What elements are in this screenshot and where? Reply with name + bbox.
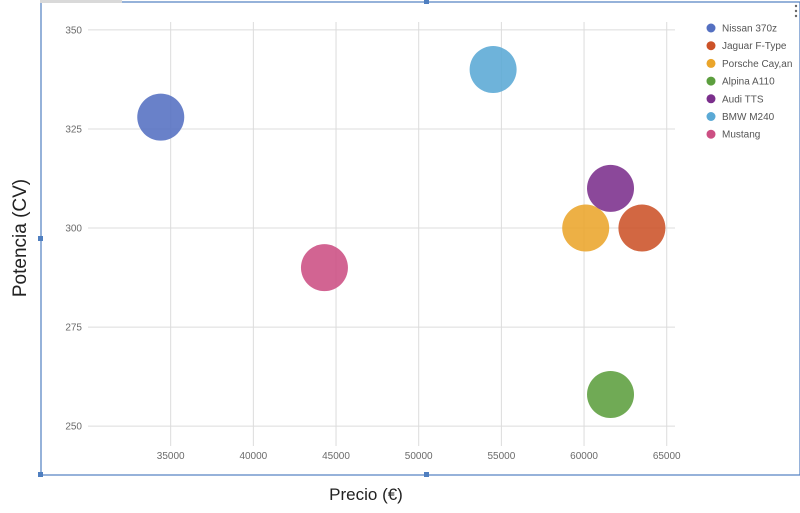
resize-handle-left[interactable]	[38, 236, 43, 241]
more-options-icon[interactable]	[794, 4, 798, 18]
x-tick-label: 65000	[653, 451, 681, 462]
legend-entry[interactable]: Alpina A110	[722, 77, 775, 88]
legend-swatch	[706, 94, 716, 104]
x-tick-label: 45000	[322, 451, 350, 462]
bubble-point[interactable]	[137, 93, 185, 141]
x-tick-label: 40000	[239, 451, 267, 462]
x-tick-label: 35000	[157, 451, 185, 462]
tick-labels: 35000 40000 45000 50000 55000 60000 65000 250 27…	[65, 25, 681, 462]
y-tick-label: 275	[65, 323, 82, 334]
y-tick-label: 300	[65, 224, 82, 235]
bubble-point[interactable]	[469, 46, 517, 94]
bubble-point[interactable]	[300, 244, 348, 292]
resize-handle-bottom-left[interactable]	[38, 472, 43, 477]
legend-entry[interactable]: Nissan 370z	[722, 24, 777, 35]
bubbles	[137, 46, 666, 418]
legend-entry[interactable]: Porsche Cay,an	[722, 59, 792, 70]
bubble-point[interactable]	[562, 204, 610, 252]
legend-entry[interactable]: BMW M240	[722, 112, 775, 123]
legend-swatch	[706, 58, 716, 68]
legend-entry[interactable]: Jaguar F-Type	[722, 41, 787, 52]
y-tick-label: 325	[65, 124, 82, 135]
legend-swatch	[706, 129, 716, 139]
legend: Nissan 370z Jaguar F-Type Porsche Cay,an Al…	[706, 23, 792, 141]
y-tick-label: 250	[65, 422, 82, 433]
legend-entry[interactable]: Mustang	[722, 130, 760, 141]
legend-entry[interactable]: Audi TTS	[722, 94, 764, 105]
chart-selection-frame[interactable]	[40, 1, 800, 476]
chart-frame-top-tab	[40, 0, 122, 3]
x-tick-label: 60000	[570, 451, 598, 462]
bubble-point[interactable]	[587, 370, 635, 418]
x-tick-label: 50000	[405, 451, 433, 462]
y-tick-label: 350	[65, 25, 82, 36]
legend-swatch	[706, 76, 716, 86]
x-axis-title: Precio (€)	[329, 485, 403, 504]
resize-handle-top[interactable]	[424, 0, 429, 4]
x-tick-label: 55000	[487, 451, 515, 462]
bubble-point[interactable]	[587, 164, 635, 212]
bubble-point[interactable]	[618, 204, 666, 252]
legend-swatch	[706, 41, 716, 51]
legend-swatch	[706, 112, 716, 121]
y-axis-title: Potencia (CV)	[10, 179, 31, 297]
resize-handle-bottom[interactable]	[424, 472, 429, 477]
legend-swatch	[706, 23, 716, 33]
